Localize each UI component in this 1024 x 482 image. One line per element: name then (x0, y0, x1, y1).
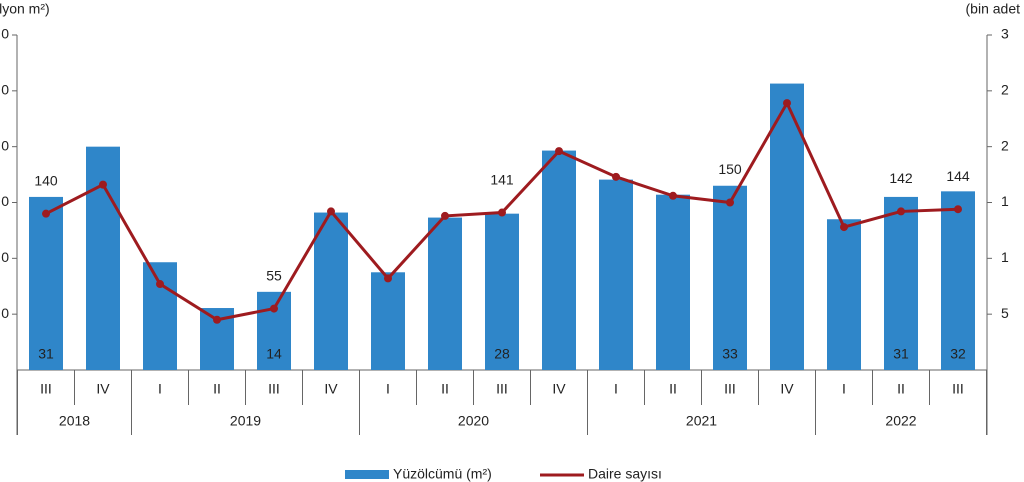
x-tick-label: I (842, 381, 846, 397)
bar (884, 196, 918, 370)
bar-label: 32 (950, 346, 966, 362)
bar (143, 262, 177, 370)
y2-tick-label: 1 (1001, 249, 1009, 265)
bar (656, 194, 690, 370)
year-label: 2018 (59, 413, 90, 429)
bar (29, 196, 63, 370)
y-tick-label: 0 (1, 193, 9, 209)
bar (86, 146, 120, 370)
line-marker (270, 304, 278, 313)
bar (941, 191, 975, 370)
y-tick-label: 0 (1, 137, 9, 153)
x-tick-label: III (952, 381, 964, 397)
y-tick-label: 0 (1, 305, 9, 321)
line-marker (99, 180, 107, 189)
line-label: 142 (889, 170, 913, 186)
y2-tick-label: 2 (1001, 82, 1009, 98)
line-marker (840, 223, 848, 232)
line-marker (555, 147, 563, 156)
x-tick-label: IV (324, 381, 338, 397)
year-label: 2022 (885, 413, 916, 429)
line-marker (612, 172, 620, 181)
line-marker (213, 315, 221, 324)
year-label: 2019 (230, 413, 261, 429)
x-tick-label: I (614, 381, 618, 397)
x-tick-label: II (669, 381, 677, 397)
legend-swatch (345, 470, 389, 479)
line-marker (42, 209, 50, 218)
bar-label: 28 (494, 346, 510, 362)
x-tick-label: II (441, 381, 449, 397)
y-tick-label: 0 (1, 249, 9, 265)
year-label: 2021 (686, 413, 717, 429)
bar-label: 31 (38, 346, 54, 362)
y2-tick-label: 1 (1001, 193, 1009, 209)
y-tick-label: 0 (1, 26, 9, 42)
x-tick-label: IV (780, 381, 794, 397)
legend-label: Daire sayısı (588, 466, 662, 482)
x-tick-label: I (158, 381, 162, 397)
x-tick-label: III (40, 381, 52, 397)
x-tick-label: III (496, 381, 508, 397)
bar (485, 213, 519, 370)
line-marker (156, 280, 164, 289)
bar (827, 219, 861, 370)
x-tick-label: IV (96, 381, 110, 397)
line-marker (384, 274, 392, 283)
line-marker (669, 191, 677, 200)
line-label: 141 (490, 171, 514, 187)
y2-axis-title: (bin adet (966, 1, 1021, 17)
x-tick-label: I (386, 381, 390, 397)
line-label: 55 (266, 267, 282, 283)
line-marker (954, 205, 962, 214)
x-tick-label: IV (552, 381, 566, 397)
line-label: 140 (34, 172, 58, 188)
bar-label: 33 (722, 346, 738, 362)
bar-label: 31 (893, 346, 909, 362)
bar (599, 179, 633, 370)
line-marker (897, 207, 905, 216)
bar (542, 150, 576, 370)
y2-tick-label: 5 (1001, 305, 1009, 321)
line-marker (327, 207, 335, 216)
x-tick-label: II (897, 381, 905, 397)
bar (314, 212, 348, 370)
line-marker (441, 211, 449, 220)
y-tick-label: 0 (1, 82, 9, 98)
x-tick-label: III (724, 381, 736, 397)
x-tick-label: III (268, 381, 280, 397)
bar (713, 185, 747, 370)
bar-label: 14 (266, 346, 282, 362)
x-tick-label: II (213, 381, 221, 397)
line-marker (783, 99, 791, 108)
y-axis-title: ilyon m²) (0, 1, 50, 17)
legend-label: Yüzölcümü (m²) (393, 466, 492, 482)
bar (428, 217, 462, 370)
line-marker (498, 208, 506, 217)
line-label: 150 (718, 161, 742, 177)
y2-tick-label: 2 (1001, 137, 1009, 153)
y2-tick-label: 3 (1001, 26, 1009, 42)
line-label: 144 (946, 168, 970, 184)
year-label: 2020 (458, 413, 489, 429)
bar (371, 272, 405, 370)
line-marker (726, 198, 734, 207)
